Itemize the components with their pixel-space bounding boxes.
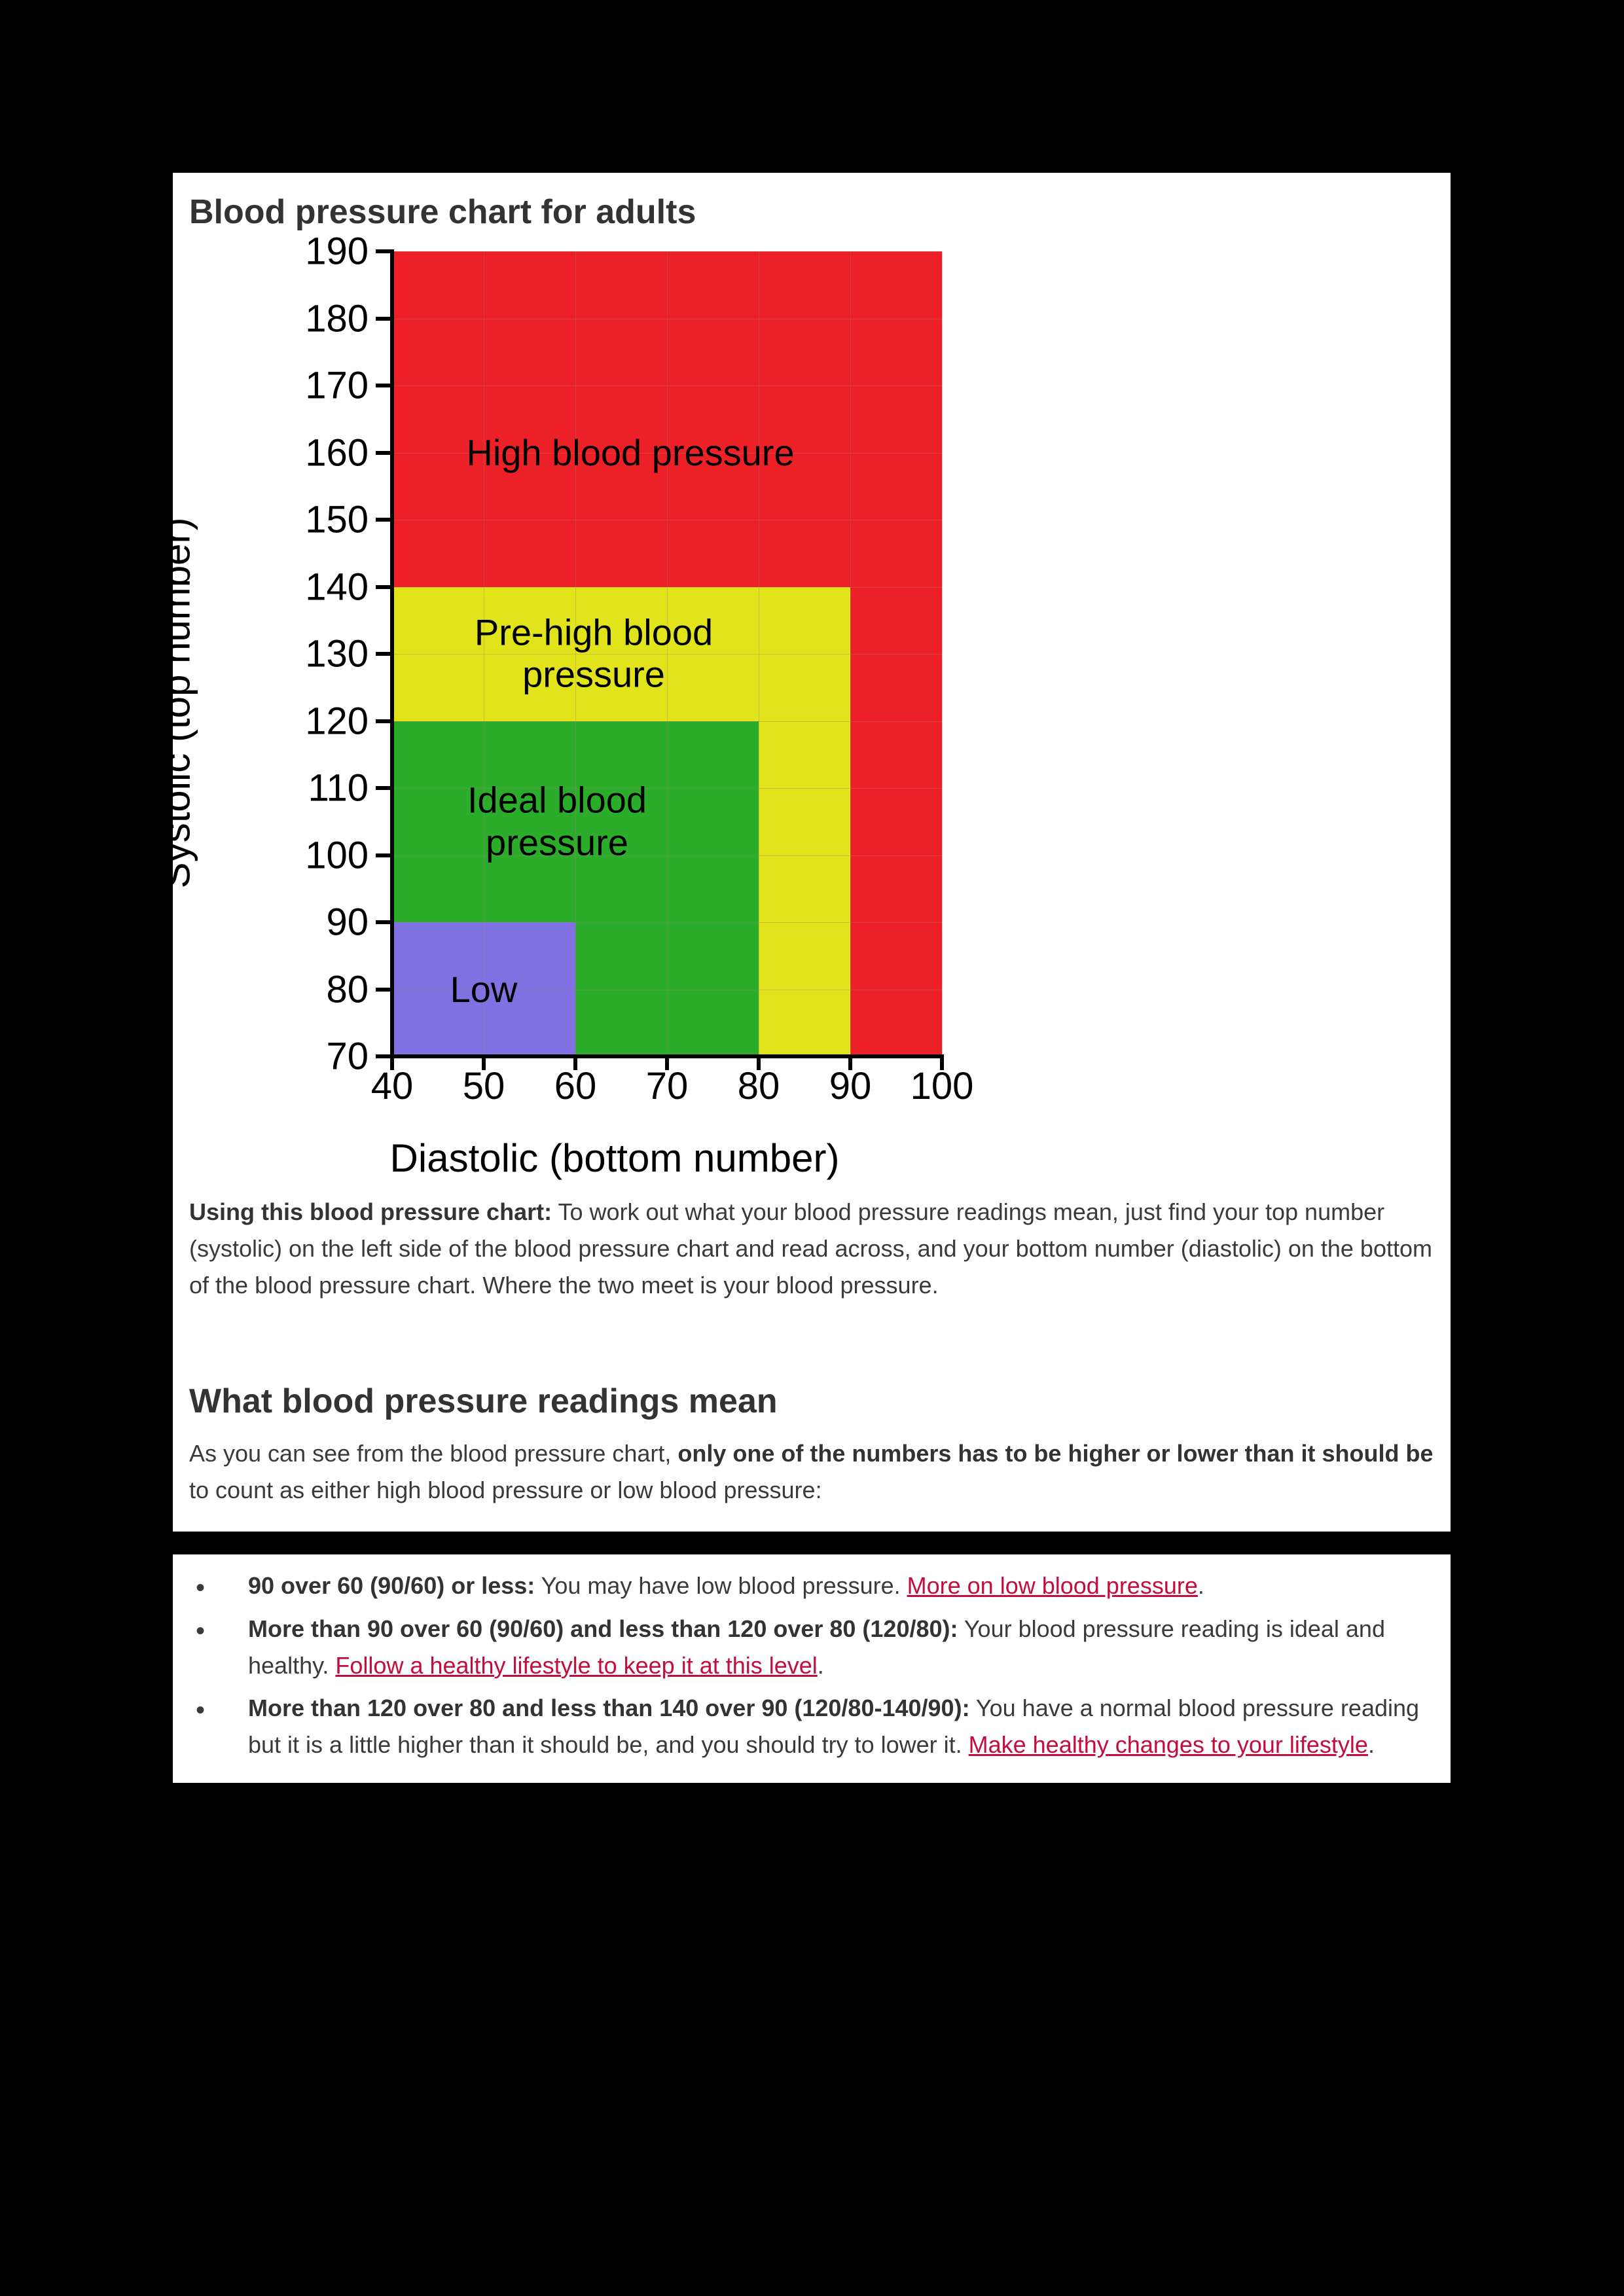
y-tick-label: 150 [305, 498, 369, 542]
x-axis-label: Diastolic (bottom number) [390, 1136, 840, 1181]
page: Blood pressure chart for adults Systolic… [173, 173, 1451, 2123]
y-tick-label: 80 [326, 967, 369, 1011]
x-tick-label: 100 [911, 1064, 974, 1108]
y-tick-label: 110 [308, 766, 369, 810]
y-tick-label: 100 [305, 833, 369, 877]
panel-top: Blood pressure chart for adults Systolic… [173, 173, 1451, 1532]
intro-text: Using this blood pressure chart: To work… [189, 1194, 1434, 1303]
y-tick-label: 90 [326, 901, 369, 944]
bullet-bold: More than 120 over 80 and less than 140 … [248, 1695, 970, 1721]
bullet-tail: . [1198, 1572, 1204, 1599]
grid-h [392, 721, 942, 722]
bullet-link[interactable]: Make healthy changes to your lifestyle [969, 1731, 1368, 1758]
list-item: 90 over 60 (90/60) or less: You may have… [189, 1568, 1434, 1604]
region-label-high: High blood pressure [466, 431, 794, 473]
y-tick-label: 120 [305, 699, 369, 743]
section2-pre: As you can see from the blood pressure c… [189, 1440, 677, 1467]
intro-lead: Using this blood pressure chart: [189, 1198, 552, 1225]
page-title: Blood pressure chart for adults [189, 192, 1434, 232]
bullet-text: You may have low blood pressure. [535, 1572, 907, 1599]
y-tick-label: 140 [305, 565, 369, 609]
grid-h [392, 251, 942, 252]
y-axis-label: Systolic (top number) [154, 518, 199, 889]
y-axis-line [390, 251, 394, 1056]
x-axis-line [390, 1054, 942, 1058]
y-tick-label: 170 [305, 364, 369, 408]
bullet-tail: . [1368, 1731, 1375, 1758]
section2-bold: only one of the numbers has to be higher… [677, 1440, 1433, 1467]
section2-heading: What blood pressure readings mean [189, 1382, 1434, 1421]
bullet-bold: 90 over 60 (90/60) or less: [248, 1572, 535, 1599]
x-tick-label: 40 [371, 1064, 414, 1108]
bullet-tail: . [818, 1652, 824, 1679]
y-tick-label: 160 [305, 431, 369, 475]
x-tick-label: 70 [646, 1064, 689, 1108]
x-tick-label: 90 [829, 1064, 872, 1108]
panel-gap [173, 1532, 1451, 1554]
list-item: More than 90 over 60 (90/60) and less th… [189, 1611, 1434, 1684]
panel-bullets: 90 over 60 (90/60) or less: You may have… [173, 1554, 1451, 1783]
grid-h [392, 922, 942, 923]
y-tick-label: 180 [305, 296, 369, 340]
bp-chart: Systolic (top number) High blood pressur… [189, 245, 948, 1174]
bullet-bold: More than 90 over 60 (90/60) and less th… [248, 1615, 958, 1642]
x-tick-label: 60 [554, 1064, 597, 1108]
grid-v [942, 251, 943, 1056]
x-tick-label: 80 [738, 1064, 780, 1108]
region-label-ideal: Ideal bloodpressure [467, 780, 647, 864]
bullet-link[interactable]: More on low blood pressure [907, 1572, 1198, 1599]
y-tick-label: 70 [326, 1035, 369, 1079]
region-label-prehigh: Pre-high bloodpressure [475, 612, 713, 696]
grid-h [392, 587, 942, 588]
region-label-low: Low [450, 968, 518, 1010]
y-tick-label: 190 [305, 230, 369, 274]
bullet-link[interactable]: Follow a healthy lifestyle to keep it at… [335, 1652, 817, 1679]
x-tick-label: 50 [463, 1064, 505, 1108]
section2-post: to count as either high blood pressure o… [189, 1477, 822, 1503]
bp-reading-list: 90 over 60 (90/60) or less: You may have… [189, 1568, 1434, 1763]
y-tick-label: 130 [305, 632, 369, 676]
plot-area: High blood pressure Pre-high bloodpressur… [392, 251, 942, 1056]
section2-body: As you can see from the blood pressure c… [189, 1435, 1434, 1509]
list-item: More than 120 over 80 and less than 140 … [189, 1690, 1434, 1763]
